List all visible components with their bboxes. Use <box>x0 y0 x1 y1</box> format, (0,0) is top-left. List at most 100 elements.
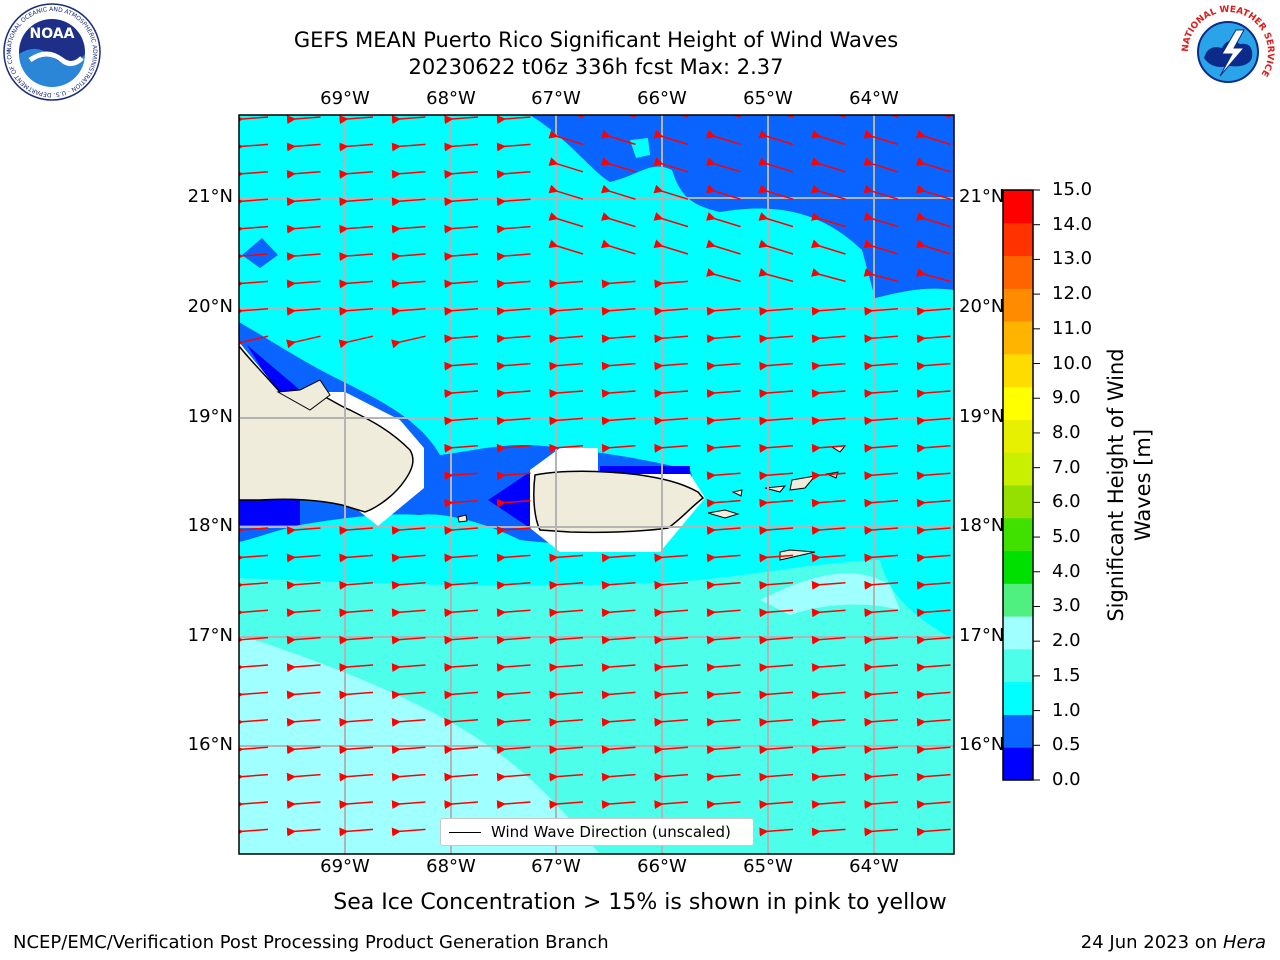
wave-direction-arrow <box>811 443 846 453</box>
wave-direction-arrow <box>391 690 426 700</box>
wave-direction-arrow <box>601 129 636 146</box>
colorbar-tick-label: 1.0 <box>1052 699 1081 721</box>
wave-direction-arrow <box>706 157 741 173</box>
wave-direction-arrow <box>444 635 479 645</box>
wave-direction-arrow <box>811 471 846 481</box>
wave-direction-arrow <box>549 772 584 782</box>
wave-direction-arrow <box>759 306 794 316</box>
wave-direction-arrow <box>339 717 374 727</box>
wave-direction-arrow <box>286 827 321 837</box>
wave-direction-arrow <box>391 306 426 316</box>
graticule <box>239 115 954 854</box>
wave-direction-arrow <box>444 553 479 563</box>
wave-direction-arrow <box>286 553 321 563</box>
wave-direction-arrow <box>444 717 479 727</box>
wave-direction-arrow <box>496 169 531 179</box>
wave-direction-arrow <box>706 635 741 645</box>
wave-direction-arrow <box>444 169 479 179</box>
colorbar-segment <box>1003 747 1033 781</box>
wave-direction-arrow <box>864 389 899 399</box>
wave-height-field <box>239 115 954 854</box>
wave-direction-arrow <box>391 279 426 289</box>
wave-direction-arrow <box>864 663 899 673</box>
wave-direction-arrow <box>601 157 636 173</box>
wave-direction-arrow <box>916 800 951 810</box>
wave-direction-arrow <box>706 608 741 618</box>
wave-direction-arrow <box>239 717 269 727</box>
wave-direction-arrow <box>706 443 741 453</box>
colorbar <box>1003 189 1040 781</box>
wave-direction-arrow <box>811 717 846 727</box>
wave-direction-arrow <box>496 389 531 399</box>
colorbar-tick-label: 8.0 <box>1052 421 1081 443</box>
wave-direction-arrow <box>391 608 426 618</box>
wave-direction-arrow <box>496 416 531 426</box>
wave-direction-arrow <box>339 608 374 618</box>
wave-direction-arrow <box>286 169 321 179</box>
wave-direction-arrow <box>601 443 636 453</box>
wave-direction-arrow <box>916 416 951 426</box>
wave-direction-arrow <box>444 443 479 453</box>
wave-direction-arrow <box>811 608 846 618</box>
wave-direction-arrow <box>758 157 794 173</box>
wave-direction-arrow <box>339 197 374 207</box>
wave-direction-arrow <box>916 690 951 700</box>
wave-direction-arrow <box>916 306 951 316</box>
wave-direction-arrow <box>239 115 269 125</box>
wave-direction-arrow <box>654 553 689 563</box>
wave-direction-arrow <box>758 239 794 255</box>
wave-direction-arrow <box>601 663 636 673</box>
wave-direction-arrow <box>444 142 479 152</box>
wave-direction-arrow <box>339 690 374 700</box>
wave-direction-arrow <box>549 279 584 289</box>
wave-direction-arrow <box>916 129 951 146</box>
wave-direction-arrow <box>706 129 741 146</box>
wave-direction-arrow <box>391 772 426 782</box>
wave-direction-arrow <box>863 157 899 173</box>
wave-direction-arrow <box>444 279 479 289</box>
wave-direction-arrow <box>864 306 899 316</box>
lat-label-right: 17°N <box>959 625 1005 646</box>
wave-direction-arrow <box>496 608 531 618</box>
wave-direction-arrow <box>811 580 846 590</box>
wave-direction-arrow <box>239 197 269 207</box>
wave-direction-arrow <box>339 663 374 673</box>
wave-direction-arrow <box>863 268 899 283</box>
wave-direction-arrow <box>811 416 846 426</box>
wave-direction-arrow <box>496 772 531 782</box>
wave-direction-arrow <box>706 690 741 700</box>
wave-direction-arrow <box>864 471 899 481</box>
wave-direction-arrow <box>759 498 794 508</box>
nws-logo-icon: NATIONAL WEATHER SERVICE <box>1180 4 1276 100</box>
wave-direction-arrow <box>654 306 689 316</box>
lon-label-top: 64°W <box>849 88 899 109</box>
wave-direction-arrow <box>239 553 269 563</box>
wave-direction-arrow <box>864 717 899 727</box>
wave-direction-arrow <box>706 212 741 228</box>
footer-host: Hera <box>1222 932 1266 953</box>
wave-direction-arrow <box>916 334 951 344</box>
colorbar-tick-label: 9.0 <box>1052 387 1081 409</box>
wave-direction-arrow <box>916 553 951 563</box>
colorbar-tick-label: 11.0 <box>1052 317 1093 339</box>
lat-label-left: 17°N <box>187 625 233 646</box>
lat-label-right: 19°N <box>959 406 1005 427</box>
wave-direction-arrow <box>706 268 741 283</box>
wave-direction-arrow <box>496 580 531 590</box>
wave-direction-arrow <box>444 580 479 590</box>
wave-direction-arrow <box>339 772 374 782</box>
wave-direction-arrow <box>444 389 479 399</box>
wave-direction-arrow <box>444 800 479 810</box>
wave-direction-arrow <box>654 361 689 371</box>
wave-direction-arrow <box>759 800 794 810</box>
wave-direction-arrow <box>811 800 846 810</box>
colorbar-segment <box>1003 681 1033 715</box>
wave-direction-arrow <box>549 800 584 810</box>
colorbar-segment <box>1003 419 1033 453</box>
wave-direction-arrow <box>549 608 584 618</box>
colorbar-tick-label: 2.0 <box>1052 630 1081 652</box>
wave-direction-arrow <box>286 197 321 207</box>
wave-direction-arrow <box>654 663 689 673</box>
wave-direction-arrow <box>916 157 951 173</box>
wave-direction-arrow <box>286 608 321 618</box>
